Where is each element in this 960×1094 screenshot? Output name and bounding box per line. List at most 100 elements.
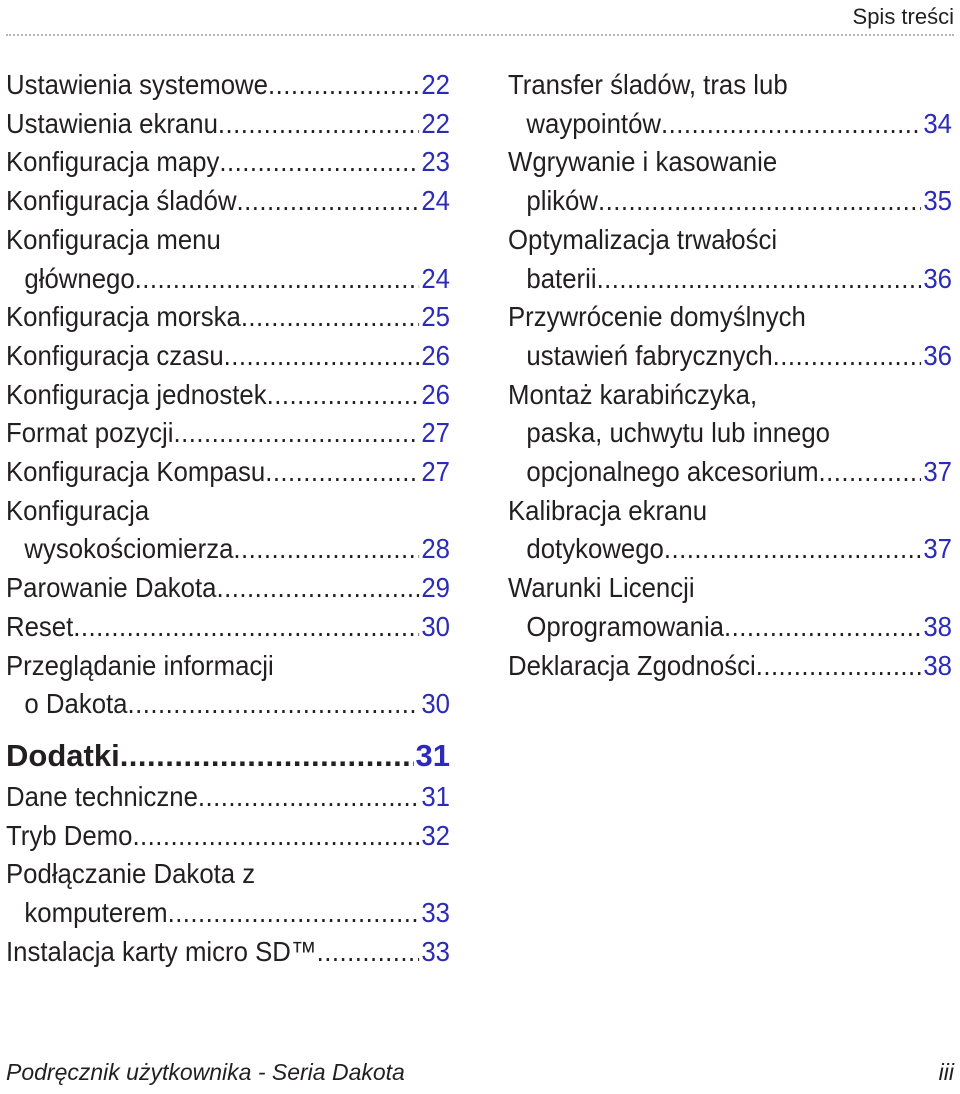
dot-leader [120, 734, 414, 778]
toc-entry[interactable]: Konfiguracja śladów 24 [6, 182, 450, 221]
toc-entry-text: Konfiguracja morska [6, 301, 241, 333]
section-page-number[interactable]: 31 [415, 737, 450, 773]
toc-entry[interactable]: Podłączanie Dakota z komputerem 33 [6, 855, 450, 932]
toc-entry-text: wysokościomierza [24, 533, 234, 565]
toc-entry[interactable]: Wgrywanie i kasowanie plików 35 [508, 143, 952, 220]
dot-leader [317, 933, 420, 972]
toc-page-number[interactable]: 27 [421, 456, 451, 488]
toc-entry[interactable]: Format pozycji 27 [6, 414, 450, 453]
toc-page-number[interactable]: 25 [421, 301, 451, 333]
toc-entry-text: baterii [526, 262, 597, 294]
toc-entry[interactable]: Konfiguracja Kompasu 27 [6, 453, 450, 492]
dot-leader [73, 608, 419, 647]
toc-entry-line: plików 35 [508, 182, 952, 221]
toc-entry[interactable]: Konfiguracja menu głównego 24 [6, 221, 450, 298]
toc-entry-line: Konfiguracja jednostek 26 [6, 376, 450, 415]
toc-entry[interactable]: Deklaracja Zgodności 38 [508, 647, 952, 686]
toc-entry-line: Ustawienia ekranu 22 [6, 105, 450, 144]
dot-leader [224, 337, 420, 376]
toc-entry[interactable]: Konfiguracja mapy 23 [6, 143, 450, 182]
toc-entry-line: Przywrócenie domyślnych [508, 298, 952, 337]
toc-page-number[interactable]: 33 [421, 935, 451, 967]
toc-section-heading[interactable]: Dodatki 31 [6, 734, 450, 778]
toc-entry-line: o Dakota 30 [6, 685, 450, 724]
toc-page-number[interactable]: 29 [421, 572, 451, 604]
toc-entry-line: Konfiguracja śladów 24 [6, 182, 450, 221]
dot-leader [819, 453, 922, 492]
toc-entry[interactable]: Kalibracja ekranu dotykowego 37 [508, 492, 952, 569]
toc-list-appendix: Dane techniczne 31 Tryb Demo 32 Podłączanie … [6, 778, 450, 972]
toc-entry-line: Parowanie Dakota 29 [6, 569, 450, 608]
toc-page-number[interactable]: 33 [421, 897, 451, 929]
toc-entry-line: Tryb Demo 32 [6, 817, 450, 856]
toc-entry[interactable]: Tryb Demo 32 [6, 817, 450, 856]
toc-entry-text: Dane techniczne [6, 780, 198, 812]
toc-entry-line: Konfiguracja czasu 26 [6, 337, 450, 376]
toc-entry-line: dotykowego 37 [508, 530, 952, 569]
toc-entry-line: komputerem 33 [6, 894, 450, 933]
toc-entry-text: komputerem [24, 897, 168, 929]
toc-page-number[interactable]: 38 [923, 649, 953, 681]
toc-entry[interactable]: Przeglądanie informacji o Dakota 30 [6, 647, 450, 724]
toc-entry[interactable]: Reset 30 [6, 608, 450, 647]
toc-entry[interactable]: Warunki Licencji Oprogramowania 38 [508, 569, 952, 646]
toc-page-number[interactable]: 34 [923, 107, 953, 139]
toc-page-number[interactable]: 22 [421, 107, 451, 139]
toc-entry[interactable]: Ustawienia systemowe 22 [6, 66, 450, 105]
toc-entry-line: Dane techniczne 31 [6, 778, 450, 817]
toc-entry[interactable]: Przywrócenie domyślnych ustawień fabryczn… [508, 298, 952, 375]
toc-entry[interactable]: Ustawienia ekranu 22 [6, 105, 450, 144]
toc-entry[interactable]: Konfiguracja morska 25 [6, 298, 450, 337]
toc-entry-line: Konfiguracja morska 25 [6, 298, 450, 337]
toc-page-number[interactable]: 30 [421, 688, 451, 720]
toc-entry-line: Przeglądanie informacji [6, 647, 450, 686]
toc-page-number[interactable]: 30 [421, 610, 451, 642]
toc-entry[interactable]: Instalacja karty micro SD™ 33 [6, 933, 450, 972]
toc-entry-text: o Dakota [24, 688, 128, 720]
toc-entry[interactable]: Montaż karabińczyka, paska, uchwytu lub i… [508, 376, 952, 492]
toc-entry-line: Deklaracja Zgodności 38 [508, 647, 952, 686]
dot-leader [218, 105, 420, 144]
toc-page-number[interactable]: 26 [421, 378, 451, 410]
toc-page-number[interactable]: 27 [421, 417, 451, 449]
toc-page-number[interactable]: 36 [923, 262, 953, 294]
dot-leader [168, 894, 420, 933]
toc-entry-text: Reset [6, 610, 74, 642]
toc-entry-line: Instalacja karty micro SD™ 33 [6, 933, 450, 972]
toc-entry-text: Optymalizacja trwałości [508, 223, 778, 255]
toc-entry-text: Konfiguracja mapy [6, 146, 220, 178]
toc-entry-line: Konfiguracja menu [6, 221, 450, 260]
toc-page-number[interactable]: 24 [421, 185, 451, 217]
toc-entry-line: opcjonalnego akcesorium 37 [508, 453, 952, 492]
toc-entry-line: Format pozycji 27 [6, 414, 450, 453]
toc-page-number[interactable]: 35 [923, 185, 953, 217]
toc-page-number[interactable]: 31 [421, 780, 451, 812]
toc-entry-text: Montaż karabińczyka, [508, 378, 758, 410]
dot-leader [128, 685, 420, 724]
toc-page-number[interactable]: 38 [923, 610, 953, 642]
toc-entry-line: Kalibracja ekranu [508, 492, 952, 531]
toc-entry[interactable]: Konfiguracja czasu 26 [6, 337, 450, 376]
toc-entry[interactable]: Optymalizacja trwałości baterii 36 [508, 221, 952, 298]
toc-entry[interactable]: Transfer śladów, tras lub waypointów 34 [508, 66, 952, 143]
toc-page-number[interactable]: 24 [421, 262, 451, 294]
toc-entry[interactable]: Parowanie Dakota 29 [6, 569, 450, 608]
toc-page-number[interactable]: 28 [421, 533, 451, 565]
toc-entry-line: Konfiguracja mapy 23 [6, 143, 450, 182]
toc-entry[interactable]: Dane techniczne 31 [6, 778, 450, 817]
toc-entry-line: paska, uchwytu lub innego [508, 414, 952, 453]
dot-leader [598, 182, 922, 221]
toc-page-number[interactable]: 36 [923, 339, 953, 371]
toc-entry[interactable]: Konfiguracja wysokościomierza 28 [6, 492, 450, 569]
toc-page-number[interactable]: 32 [421, 819, 451, 851]
dot-leader [724, 608, 922, 647]
footer-page-number: iii [938, 1059, 954, 1085]
toc-entry[interactable]: Konfiguracja jednostek 26 [6, 376, 450, 415]
toc-page-number[interactable]: 23 [421, 146, 451, 178]
toc-entry-text: Podłączanie Dakota z [6, 858, 256, 890]
toc-page-number[interactable]: 37 [923, 456, 953, 488]
toc-page-number[interactable]: 26 [421, 339, 451, 371]
toc-entry-text: Warunki Licencji [508, 572, 695, 604]
toc-page-number[interactable]: 22 [421, 69, 451, 100]
toc-page-number[interactable]: 37 [923, 533, 953, 565]
